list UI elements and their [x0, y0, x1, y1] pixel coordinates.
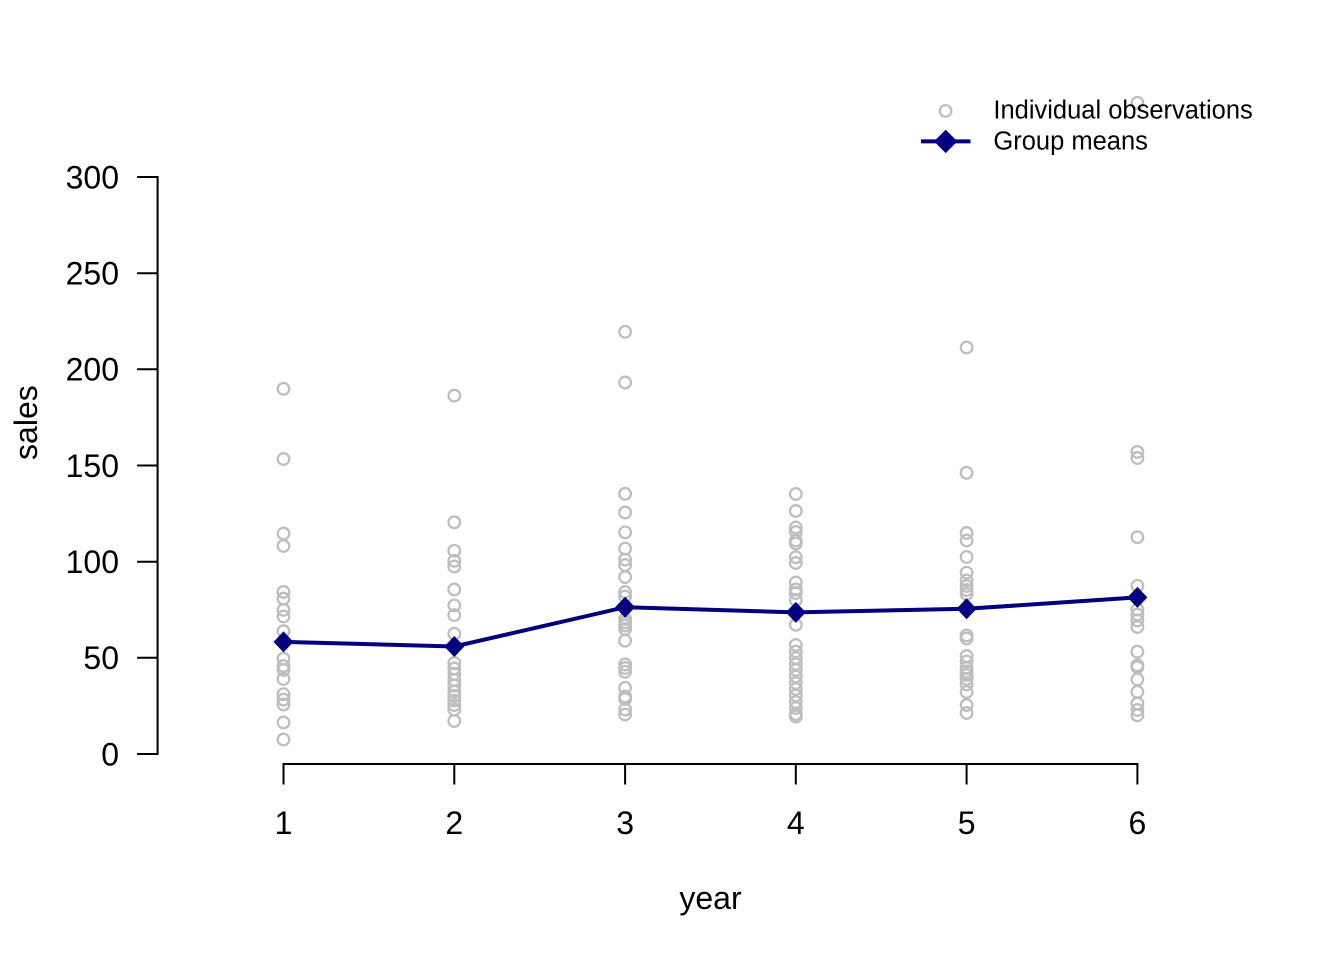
svg-text:250: 250 — [66, 256, 119, 292]
svg-text:year: year — [679, 880, 742, 916]
svg-text:150: 150 — [66, 448, 119, 484]
svg-text:50: 50 — [83, 640, 119, 676]
svg-text:Individual observations: Individual observations — [993, 97, 1252, 125]
svg-text:1: 1 — [275, 805, 293, 841]
svg-text:2: 2 — [445, 805, 463, 841]
svg-text:0: 0 — [101, 736, 119, 772]
svg-text:100: 100 — [66, 544, 119, 580]
svg-text:3: 3 — [616, 805, 634, 841]
svg-text:Group means: Group means — [993, 127, 1148, 155]
svg-text:300: 300 — [66, 159, 119, 195]
svg-text:6: 6 — [1129, 805, 1147, 841]
svg-text:sales: sales — [8, 385, 44, 460]
svg-text:5: 5 — [958, 805, 976, 841]
svg-text:200: 200 — [66, 352, 119, 388]
svg-text:4: 4 — [787, 805, 805, 841]
